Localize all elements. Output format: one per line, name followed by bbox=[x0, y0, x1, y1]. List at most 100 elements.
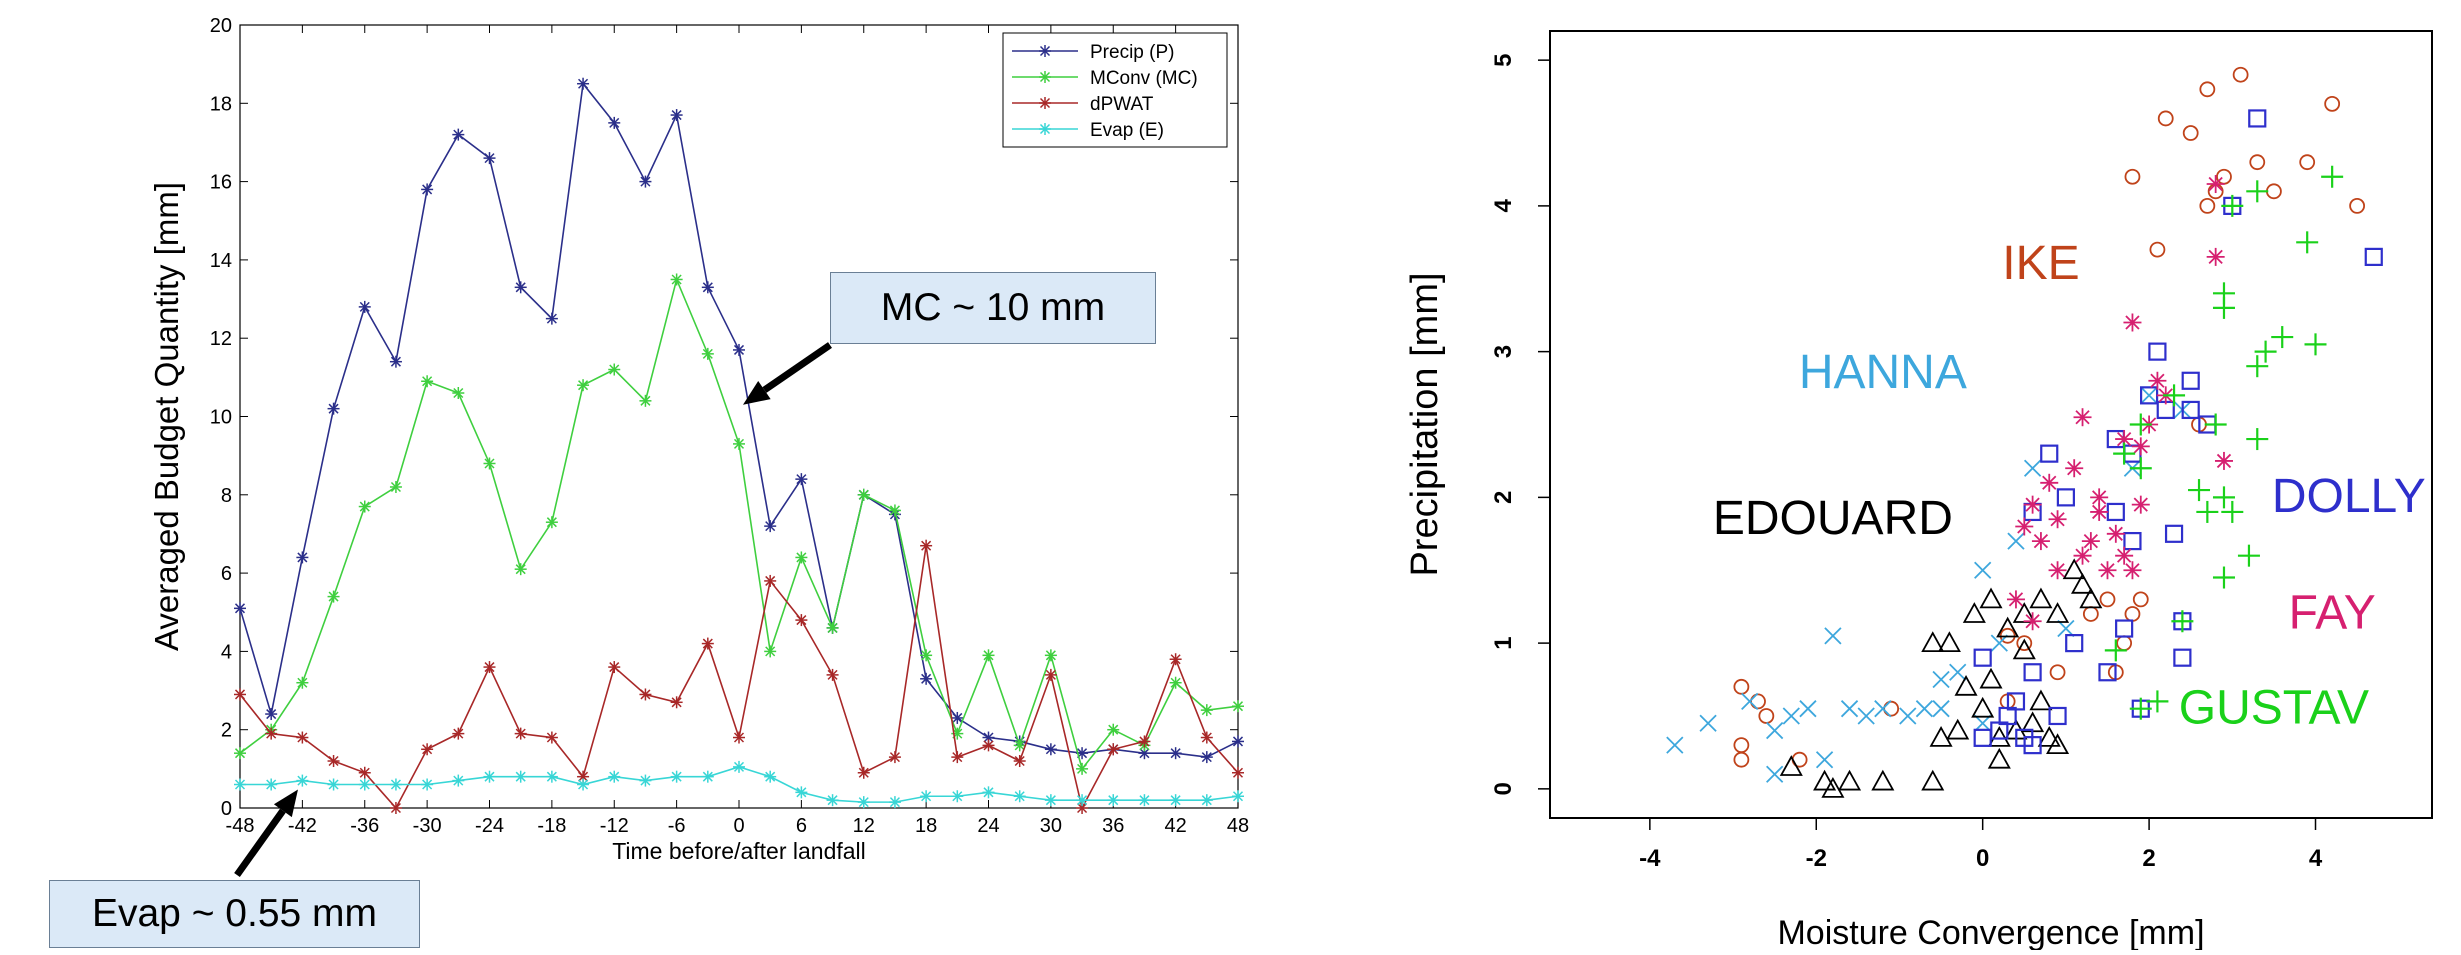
x-tick-label: -30 bbox=[413, 815, 442, 837]
data-point bbox=[1987, 725, 2011, 747]
data-point-stroke bbox=[2108, 526, 2123, 541]
arrow-shaft bbox=[762, 342, 832, 393]
data-point bbox=[1974, 561, 1992, 579]
data-point bbox=[1949, 663, 1967, 681]
data-point-marker bbox=[1039, 123, 1051, 135]
data-point-marker bbox=[266, 709, 277, 720]
data-point-stroke bbox=[1815, 751, 1834, 769]
data-point-marker bbox=[671, 274, 682, 285]
data-point bbox=[2123, 313, 2142, 332]
data-point-marker bbox=[578, 771, 589, 782]
data-point bbox=[2304, 333, 2327, 356]
data-point bbox=[2081, 532, 2100, 551]
data-point-stroke bbox=[2133, 497, 2148, 512]
data-point-stroke bbox=[2023, 459, 2042, 477]
series-label-edouard: EDOUARD bbox=[1713, 492, 1953, 545]
data-point-stroke bbox=[2150, 373, 2165, 388]
data-point-marker bbox=[328, 591, 339, 602]
data-point-marker bbox=[453, 775, 464, 786]
data-point-stroke bbox=[1857, 707, 1875, 725]
series-label-gustav: GUSTAV bbox=[2179, 681, 2369, 734]
data-point bbox=[2037, 725, 2061, 747]
series-2 bbox=[234, 539, 1244, 814]
data-point-marker bbox=[422, 779, 433, 790]
data-point-marker bbox=[889, 797, 900, 808]
data-point bbox=[1840, 700, 1859, 718]
data-point-marker bbox=[1108, 724, 1119, 735]
data-point-marker bbox=[983, 732, 994, 743]
data-point bbox=[2249, 154, 2266, 171]
data-point-marker bbox=[578, 78, 589, 89]
data-point bbox=[1857, 707, 1875, 725]
data-point bbox=[2098, 663, 2117, 682]
data-point-marker bbox=[359, 501, 370, 512]
x-tick-label: 2 bbox=[2142, 845, 2155, 872]
data-point-marker bbox=[671, 110, 682, 121]
data-point bbox=[2271, 326, 2294, 349]
data-point-marker bbox=[1170, 795, 1181, 806]
data-point-marker bbox=[515, 728, 526, 739]
data-point bbox=[2237, 544, 2260, 567]
data-point-marker bbox=[983, 740, 994, 751]
series-3 bbox=[234, 760, 1244, 809]
data-point bbox=[2131, 495, 2150, 514]
data-point-stroke bbox=[2025, 614, 2040, 629]
data-point-marker bbox=[297, 677, 308, 688]
data-point-marker bbox=[765, 771, 776, 782]
data-point-stroke bbox=[2116, 431, 2132, 447]
data-point-stroke bbox=[1824, 627, 1842, 645]
data-point-marker bbox=[484, 771, 495, 782]
data-point-marker bbox=[1045, 669, 1056, 680]
data-point bbox=[2106, 524, 2125, 543]
data-point-marker bbox=[796, 552, 807, 563]
data-point-marker bbox=[702, 638, 713, 649]
data-point-stroke bbox=[1699, 714, 1717, 732]
y-tick-label: 20 bbox=[210, 15, 232, 37]
data-point-stroke bbox=[1899, 707, 1917, 725]
data-point bbox=[2098, 561, 2117, 580]
data-point bbox=[1990, 634, 2008, 652]
data-point-marker bbox=[1201, 732, 1212, 743]
data-point bbox=[2048, 510, 2067, 529]
data-point-marker bbox=[1170, 654, 1181, 665]
data-point-marker bbox=[921, 791, 932, 802]
data-point bbox=[2212, 566, 2235, 589]
data-point-marker bbox=[858, 797, 869, 808]
data-point bbox=[2031, 532, 2050, 551]
x-tick-label: 0 bbox=[733, 815, 744, 837]
data-point bbox=[1766, 721, 1784, 740]
data-point-stroke bbox=[1840, 700, 1859, 718]
data-point-marker bbox=[234, 779, 246, 790]
x-tick-label: -2 bbox=[1806, 845, 1827, 872]
data-point-marker bbox=[484, 153, 495, 164]
data-point bbox=[2171, 610, 2194, 633]
data-point-marker bbox=[765, 575, 776, 586]
data-point bbox=[2065, 634, 2084, 653]
data-point bbox=[1954, 674, 1978, 696]
data-point-marker bbox=[546, 771, 557, 782]
data-point bbox=[1937, 631, 1961, 653]
data-point-stroke bbox=[1799, 700, 1817, 718]
data-point bbox=[1741, 692, 1759, 711]
data-point-marker bbox=[297, 775, 308, 786]
data-point bbox=[1929, 725, 1953, 747]
data-point bbox=[2146, 690, 2169, 713]
data-point bbox=[2188, 479, 2211, 502]
data-point bbox=[2148, 371, 2167, 390]
data-point bbox=[2299, 154, 2316, 171]
series-label-dolly: DOLLY bbox=[2272, 470, 2426, 523]
data-point bbox=[1974, 714, 1992, 732]
data-point-marker bbox=[422, 376, 433, 387]
data-point-marker bbox=[1014, 791, 1025, 802]
data-point-stroke bbox=[2133, 439, 2148, 454]
data-point-marker bbox=[827, 622, 838, 633]
data-point bbox=[2006, 590, 2025, 609]
data-point-stroke bbox=[1782, 707, 1800, 725]
data-point-marker bbox=[671, 697, 682, 708]
data-point bbox=[1979, 587, 2003, 609]
data-point-marker bbox=[921, 673, 932, 684]
data-point bbox=[2246, 428, 2269, 451]
data-point bbox=[1824, 627, 1842, 645]
